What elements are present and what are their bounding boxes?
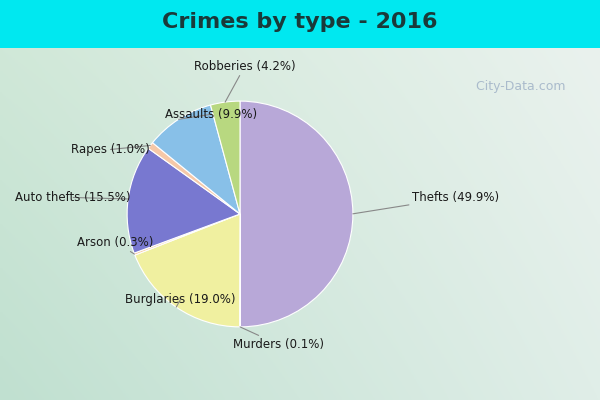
Wedge shape <box>211 101 240 214</box>
Text: Arson (0.3%): Arson (0.3%) <box>77 236 154 254</box>
Text: Rapes (1.0%): Rapes (1.0%) <box>71 143 151 156</box>
Text: Crimes by type - 2016: Crimes by type - 2016 <box>162 12 438 32</box>
Text: Thefts (49.9%): Thefts (49.9%) <box>353 191 499 214</box>
Wedge shape <box>135 214 240 327</box>
Text: Burglaries (19.0%): Burglaries (19.0%) <box>125 293 235 307</box>
Text: Murders (0.1%): Murders (0.1%) <box>233 327 325 351</box>
Wedge shape <box>152 105 240 214</box>
Wedge shape <box>148 143 240 214</box>
Text: Auto thefts (15.5%): Auto thefts (15.5%) <box>16 191 131 204</box>
Text: Assaults (9.9%): Assaults (9.9%) <box>165 108 257 121</box>
Wedge shape <box>134 214 240 255</box>
Wedge shape <box>240 101 353 327</box>
Wedge shape <box>127 148 240 253</box>
Text: Robberies (4.2%): Robberies (4.2%) <box>194 60 296 102</box>
Wedge shape <box>239 214 241 327</box>
Text: City-Data.com: City-Data.com <box>468 80 566 93</box>
